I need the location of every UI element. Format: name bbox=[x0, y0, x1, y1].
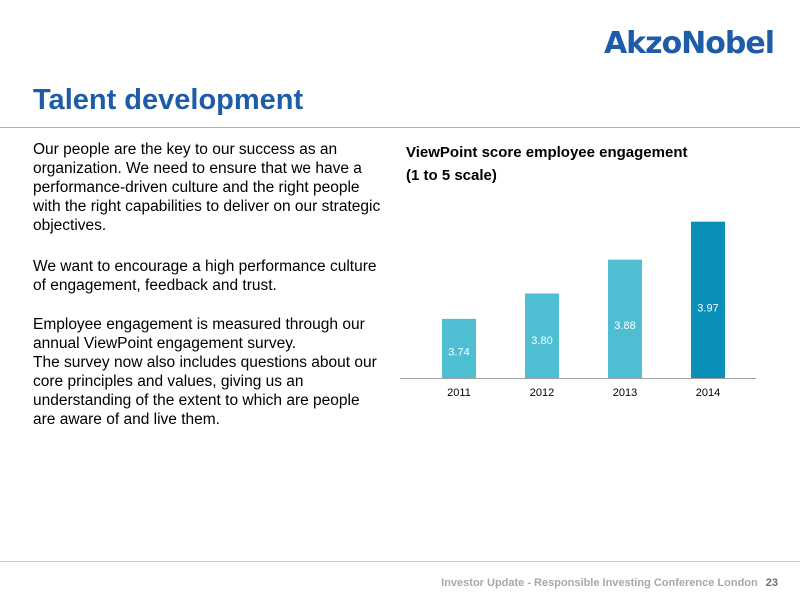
bar-2013 bbox=[608, 259, 642, 378]
x-tick-2014: 2014 bbox=[696, 387, 720, 399]
chart-subtitle: (1 to 5 scale) bbox=[406, 167, 497, 184]
chart-title: ViewPoint score employee engagement bbox=[406, 144, 688, 161]
bar-2011 bbox=[442, 318, 476, 378]
title-divider bbox=[0, 127, 800, 128]
paragraph-culture: We want to encourage a high performance … bbox=[33, 258, 377, 294]
data-label-2011: 3.74 bbox=[448, 346, 469, 358]
paragraph-survey: The survey now also includes questions a… bbox=[33, 354, 377, 428]
footer: Investor Update - Responsible Investing … bbox=[441, 577, 778, 589]
engagement-bar-chart: 3.74 2011 3.80 2012 3.88 2013 3.97 2014 bbox=[400, 221, 756, 399]
data-label-2013: 3.88 bbox=[614, 320, 635, 332]
body-text: Our people are the key to our success as… bbox=[33, 140, 383, 429]
bar-2012 bbox=[525, 293, 559, 378]
data-label-2014: 3.97 bbox=[697, 303, 718, 315]
paragraph-people: Our people are the key to our success as… bbox=[33, 141, 381, 234]
bar-2014 bbox=[691, 221, 725, 378]
chart-title-block: ViewPoint score employee engagement (1 t… bbox=[406, 141, 726, 187]
page-number: 23 bbox=[765, 577, 778, 589]
x-tick-2012: 2012 bbox=[530, 387, 554, 399]
paragraph-engagement: Employee engagement is measured through … bbox=[33, 316, 365, 352]
data-label-2012: 3.80 bbox=[531, 335, 552, 347]
akzonobel-logo: AkzoNobel bbox=[603, 26, 775, 61]
page-title: Talent development bbox=[33, 84, 304, 116]
x-tick-2011: 2011 bbox=[447, 387, 471, 399]
footer-divider bbox=[0, 561, 800, 562]
x-tick-2013: 2013 bbox=[613, 387, 637, 399]
footer-text: Investor Update - Responsible Investing … bbox=[441, 577, 758, 589]
